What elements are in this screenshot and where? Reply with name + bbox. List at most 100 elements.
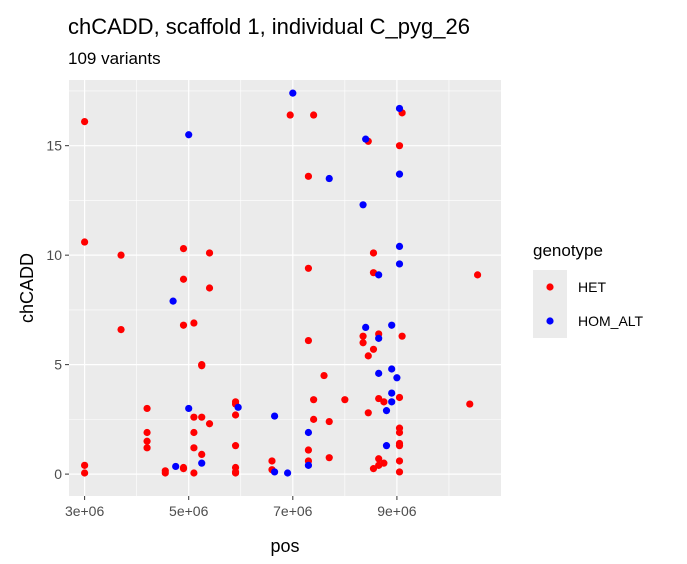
- point-hom-alt: [169, 297, 177, 305]
- point-het: [304, 264, 313, 272]
- point-het: [310, 415, 318, 423]
- x-tick-label: 3e+06: [65, 503, 105, 519]
- point-het: [179, 465, 188, 473]
- chart-title: chCADD, scaffold 1, individual C_pyg_26: [68, 14, 470, 39]
- point-hom-alt: [395, 104, 404, 113]
- point-het: [359, 339, 367, 347]
- point-het: [304, 172, 313, 180]
- point-het: [395, 393, 404, 402]
- point-het: [190, 444, 198, 452]
- chart-subtitle: 109 variants: [68, 49, 161, 68]
- point-het: [161, 469, 169, 477]
- point-hom-alt: [198, 459, 206, 467]
- point-het: [320, 371, 328, 380]
- point-hom-alt: [388, 389, 396, 397]
- y-tick-label: 5: [54, 357, 62, 373]
- point-het: [304, 446, 313, 454]
- point-het: [190, 413, 198, 421]
- x-axis: 3e+06 5e+06 7e+06 9e+06: [65, 496, 417, 519]
- point-het: [231, 411, 240, 419]
- point-het: [369, 465, 378, 473]
- point-hom-alt: [304, 428, 313, 437]
- point-hom-alt: [270, 412, 279, 420]
- legend: genotype HET HOM_ALT: [533, 241, 644, 338]
- point-hom-alt: [393, 374, 401, 382]
- point-het: [369, 249, 378, 257]
- y-axis-title: chCADD: [17, 253, 37, 323]
- point-het: [364, 352, 372, 360]
- point-hom-alt: [362, 323, 370, 332]
- point-het: [310, 396, 318, 404]
- point-hom-alt: [395, 260, 404, 268]
- point-het: [198, 362, 206, 370]
- point-hom-alt: [362, 135, 370, 143]
- point-het: [364, 409, 372, 417]
- point-het: [231, 442, 240, 450]
- plot-panel: [69, 80, 501, 496]
- y-tick-label: 0: [54, 466, 62, 482]
- point-hom-alt: [388, 365, 396, 373]
- point-het: [143, 444, 151, 452]
- point-het: [310, 111, 318, 119]
- legend-label-het: HET: [578, 279, 606, 295]
- point-het: [198, 450, 206, 458]
- point-het: [81, 238, 89, 246]
- point-hom-alt: [375, 334, 383, 342]
- point-hom-alt: [382, 407, 391, 415]
- point-het: [395, 468, 404, 476]
- point-hom-alt: [172, 462, 180, 471]
- point-het: [190, 319, 198, 327]
- point-het: [198, 413, 206, 421]
- point-het: [117, 251, 125, 259]
- y-tick-label: 15: [46, 138, 62, 154]
- grid-minor: [69, 80, 501, 496]
- point-hom-alt: [395, 170, 404, 178]
- point-hom-alt: [234, 403, 242, 411]
- point-het: [304, 336, 313, 345]
- point-hom-alt: [388, 398, 396, 406]
- point-het: [205, 284, 214, 292]
- data-points: [81, 89, 482, 477]
- point-het: [143, 428, 151, 437]
- y-axis: 0 5 10 15: [46, 138, 69, 482]
- point-het: [179, 244, 188, 253]
- point-het: [117, 326, 125, 334]
- point-het: [81, 469, 89, 477]
- point-het: [395, 457, 404, 465]
- legend-key-hom-alt: [546, 317, 554, 325]
- point-het: [375, 455, 383, 463]
- point-het: [395, 442, 404, 450]
- legend-label-hom-alt: HOM_ALT: [578, 313, 644, 329]
- legend-key-het: [546, 283, 554, 291]
- point-het: [359, 332, 367, 340]
- point-het: [81, 118, 89, 126]
- point-het: [380, 459, 388, 467]
- point-het: [286, 111, 294, 119]
- point-het: [380, 398, 388, 406]
- point-het: [205, 420, 214, 428]
- point-hom-alt: [375, 271, 383, 279]
- x-tick-label: 9e+06: [377, 503, 417, 519]
- point-het: [375, 394, 383, 403]
- point-hom-alt: [388, 321, 396, 329]
- point-het: [205, 249, 214, 257]
- point-hom-alt: [382, 442, 391, 450]
- point-hom-alt: [359, 201, 367, 209]
- x-tick-label: 5e+06: [169, 503, 209, 519]
- point-het: [395, 142, 404, 150]
- x-axis-title: pos: [270, 536, 299, 556]
- point-het: [179, 321, 188, 329]
- point-het: [143, 404, 151, 413]
- point-het: [398, 332, 406, 340]
- point-hom-alt: [185, 131, 193, 139]
- point-het: [325, 454, 333, 462]
- point-het: [179, 275, 188, 283]
- point-het: [369, 345, 378, 353]
- point-hom-alt: [284, 469, 292, 477]
- point-het: [325, 417, 333, 426]
- y-tick-label: 10: [46, 247, 62, 263]
- point-hom-alt: [270, 468, 279, 476]
- point-het: [473, 271, 482, 279]
- point-hom-alt: [395, 242, 404, 250]
- point-het: [395, 428, 404, 437]
